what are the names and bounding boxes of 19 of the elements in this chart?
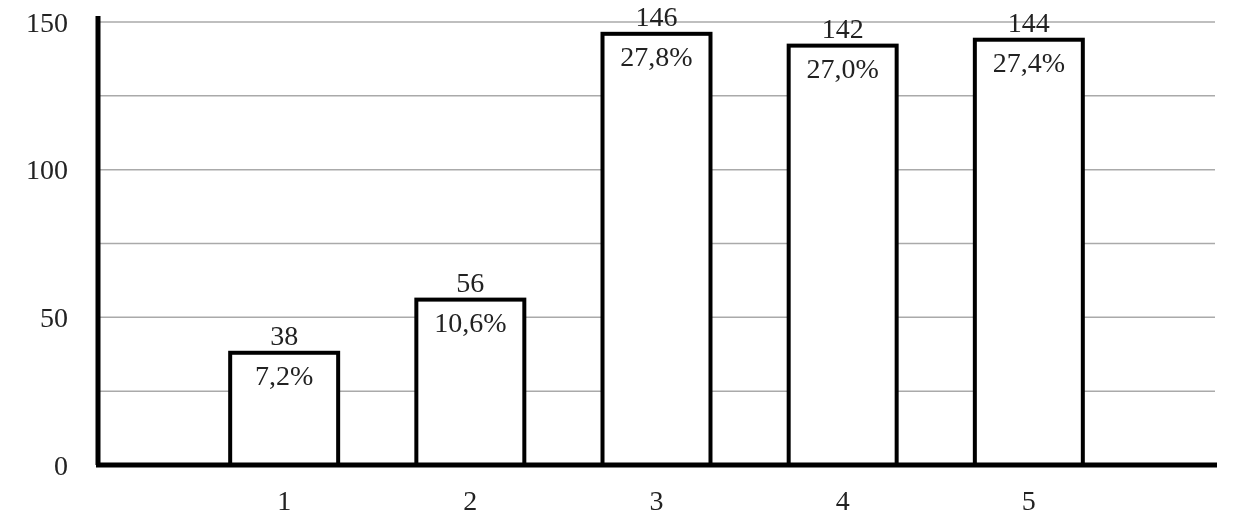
annotation: 10,6%	[434, 306, 507, 338]
y-tick-label: 150	[26, 6, 68, 38]
data-label: 144	[1007, 6, 1050, 38]
x-tick-label: 5	[1021, 485, 1036, 516]
annotation: 27,4%	[992, 46, 1065, 78]
y-tick-label: 100	[26, 154, 68, 186]
data-label: 56	[456, 266, 485, 298]
data-label: 146	[635, 0, 678, 32]
x-tick-label: 2	[463, 485, 478, 516]
y-tick-label: 50	[40, 302, 68, 334]
annotation: 7,2%	[255, 359, 314, 391]
x-tick-label: 4	[835, 485, 850, 516]
data-label: 38	[270, 319, 299, 351]
y-tick-label: 0	[54, 449, 68, 481]
data-label: 142	[821, 12, 864, 44]
x-tick-label: 1	[277, 485, 292, 516]
annotation: 27,0%	[806, 52, 879, 84]
x-tick-label: 3	[649, 485, 664, 516]
annotation: 27,8%	[620, 40, 693, 72]
